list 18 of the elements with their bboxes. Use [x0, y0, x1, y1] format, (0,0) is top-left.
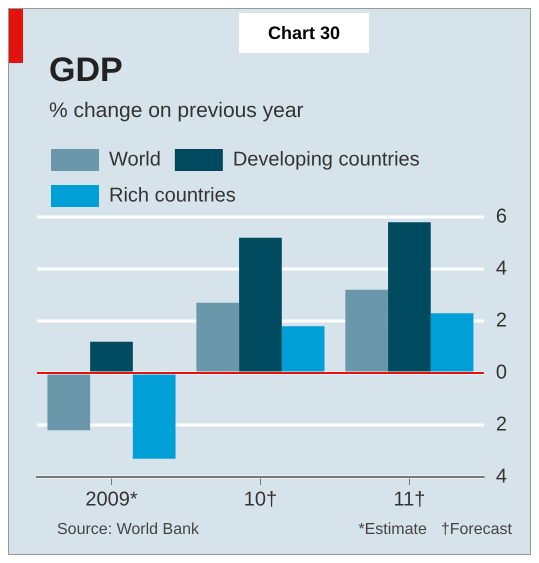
legend-label: Developing countries: [232, 148, 420, 171]
y-tick-label: 4: [496, 258, 507, 280]
text: †Forecast: [440, 521, 512, 539]
caption: Chart 30: [239, 13, 369, 53]
chart-title: GDP: [49, 51, 123, 90]
x-tick-label: 11†: [393, 488, 426, 511]
text: *Estimate: [358, 521, 427, 539]
y-tick-label: 4: [496, 466, 507, 488]
y-tick-label: 2: [496, 414, 507, 436]
y-tick-label: 2: [496, 310, 507, 332]
y-tick-label: 6: [496, 206, 507, 228]
x-tick-label: 2009*: [85, 488, 138, 511]
x-tick-label: 10†: [244, 488, 278, 511]
chart-subtitle: % change on previous year: [49, 99, 304, 123]
source-note: Source: World Bank: [57, 521, 199, 539]
legend-label: Rich countries: [109, 184, 236, 207]
y-tick-label: 0: [496, 362, 507, 384]
legend-label: World: [109, 148, 161, 171]
